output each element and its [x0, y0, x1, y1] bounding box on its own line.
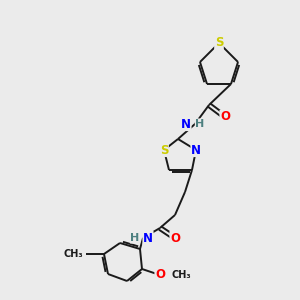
Text: H: H [195, 119, 205, 129]
Text: N: N [143, 232, 153, 244]
Text: N: N [191, 143, 201, 157]
Text: S: S [215, 37, 223, 50]
Text: H: H [130, 233, 140, 243]
Text: O: O [220, 110, 230, 124]
Text: S: S [160, 143, 168, 157]
Text: N: N [181, 118, 191, 130]
Text: CH₃: CH₃ [63, 249, 83, 259]
Text: O: O [170, 232, 180, 244]
Text: CH₃: CH₃ [172, 270, 192, 280]
Text: O: O [155, 268, 165, 281]
